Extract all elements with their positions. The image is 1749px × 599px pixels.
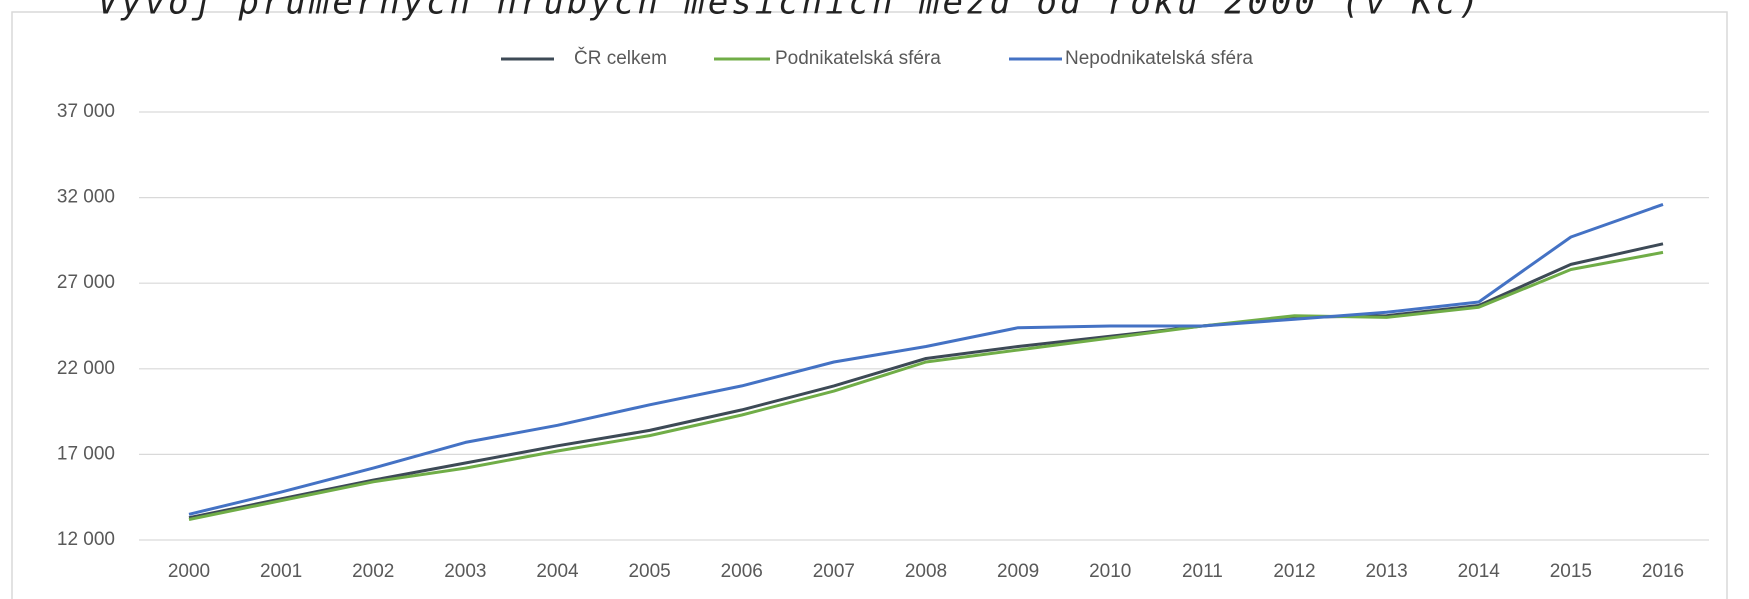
x-tick-label: 2013 xyxy=(1365,561,1407,582)
x-tick-label: 2006 xyxy=(721,561,763,582)
y-tick-label: 27 000 xyxy=(57,272,115,293)
x-tick-label: 2012 xyxy=(1273,561,1315,582)
x-tick-label: 2010 xyxy=(1089,561,1131,582)
x-tick-label: 2011 xyxy=(1182,561,1223,582)
series-line xyxy=(188,250,1664,521)
y-tick-label: 37 000 xyxy=(57,101,115,122)
x-tick-label: 2016 xyxy=(1642,561,1684,582)
x-tick-label: 2001 xyxy=(260,561,302,582)
y-tick-label: 17 000 xyxy=(57,443,115,464)
legend-label: Nepodnikatelská sféra xyxy=(1065,48,1253,69)
legend-label: ČR celkem xyxy=(574,47,667,69)
x-tick-label: 2002 xyxy=(352,561,394,582)
y-tick-label: 22 000 xyxy=(57,358,115,379)
x-tick-label: 2004 xyxy=(536,561,579,582)
legend-label: Podnikatelská sféra xyxy=(775,48,941,69)
x-tick-label: 2005 xyxy=(628,561,670,582)
x-tick-label: 2009 xyxy=(997,561,1039,582)
y-tick-label: 12 000 xyxy=(57,529,115,550)
series-line xyxy=(188,242,1664,520)
x-tick-label: 2000 xyxy=(168,561,210,582)
x-tick-label: 2015 xyxy=(1550,561,1592,582)
x-tick-label: 2014 xyxy=(1458,561,1501,582)
x-tick-label: 2003 xyxy=(444,561,486,582)
x-tick-label: 2007 xyxy=(813,561,855,582)
series-line xyxy=(188,202,1664,516)
chart-title: Vývoj průměrných hrubých měsíčních mezd … xyxy=(98,0,1483,23)
x-tick-label: 2008 xyxy=(905,561,947,582)
chart-border xyxy=(11,11,1728,599)
y-tick-label: 32 000 xyxy=(57,187,115,208)
